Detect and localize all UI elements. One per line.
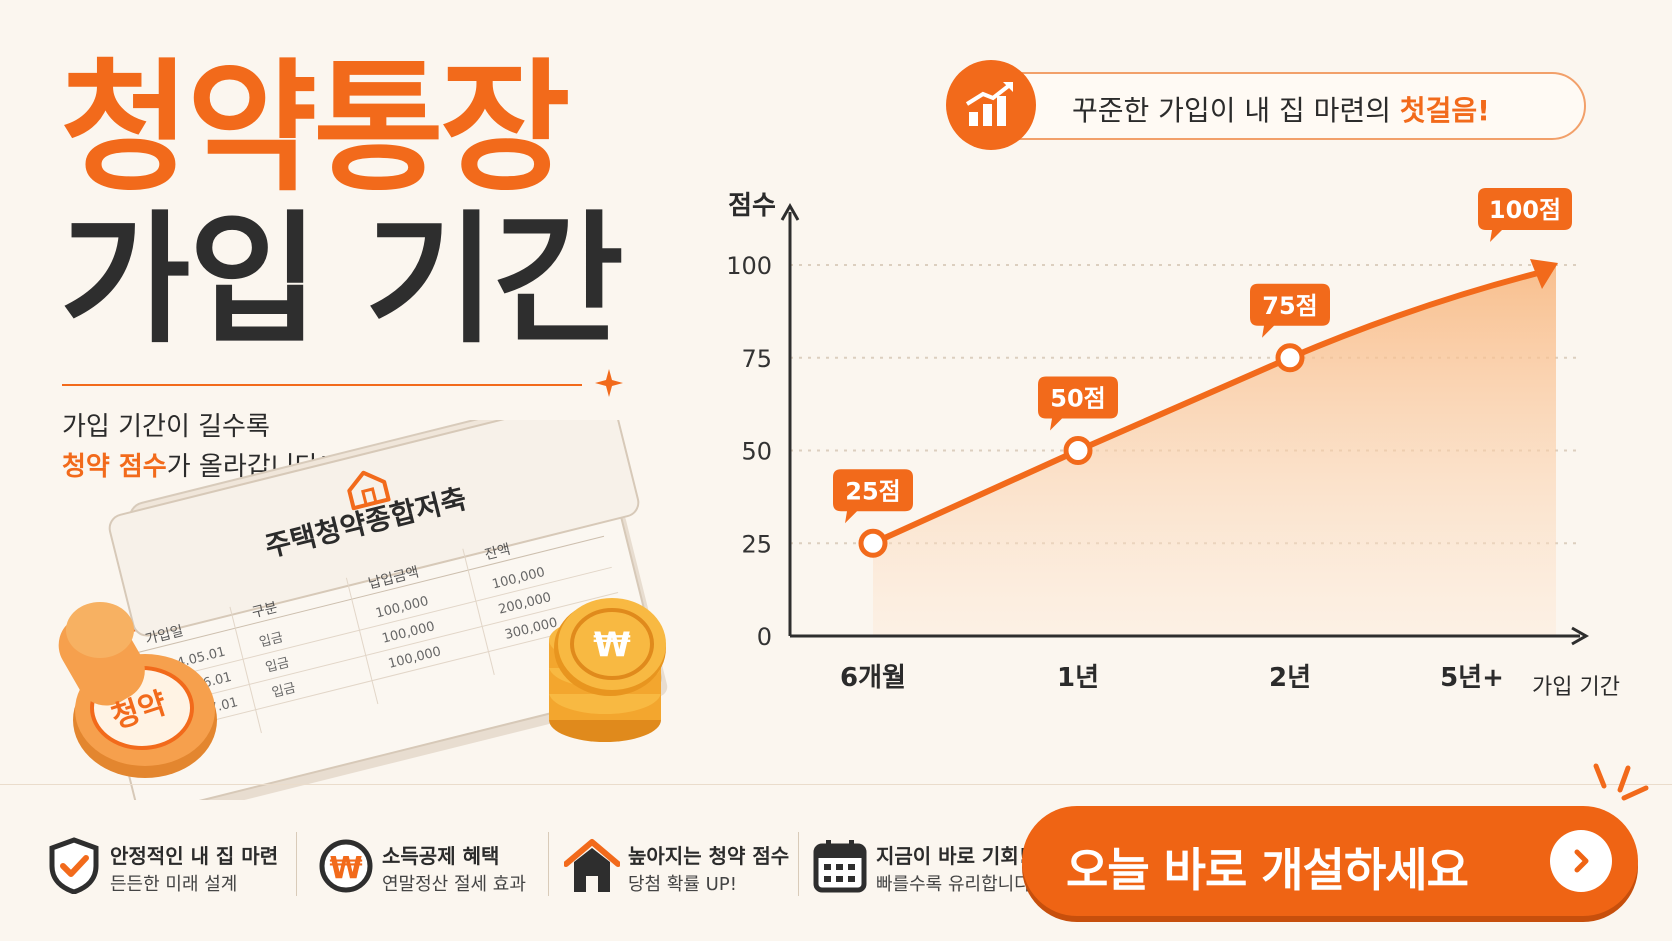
- x-tick-label: 6개월: [840, 663, 906, 693]
- growth-chart-icon: [946, 60, 1036, 150]
- feature-title: 지금이 바로 기회!: [876, 844, 1028, 868]
- data-label: 25점: [845, 477, 900, 505]
- data-label-bubble: [1478, 188, 1572, 242]
- coin-stack-icon: ₩: [549, 598, 666, 742]
- y-tick-label: 75: [741, 345, 772, 373]
- y-tick-label: 50: [741, 438, 772, 466]
- feature-sub: 빠를수록 유리합니다: [876, 874, 1031, 895]
- svg-text:₩: ₩: [593, 625, 631, 665]
- burst-lines-icon: [1593, 763, 1649, 801]
- data-point: [858, 528, 888, 558]
- stamp-icon: 청약: [58, 602, 217, 778]
- y-axis-arrow: [780, 202, 800, 221]
- passbook-header: 잔액: [483, 542, 512, 564]
- data-point: [1275, 343, 1305, 373]
- banner-text-highlight: 첫걸음!: [1399, 94, 1490, 127]
- feature-title: 높아지는 청약 점수: [628, 844, 790, 868]
- data-label-bubble: [1038, 376, 1118, 431]
- feature-rising-score: 높아지는 청약 점수 당첨 확률 UP!: [564, 834, 794, 898]
- feature-tax-benefit: ₩ 소득공제 혜택 연말정산 절세 효과: [318, 834, 548, 898]
- passbook-cell: 입금: [270, 681, 297, 701]
- headline-divider: [62, 384, 582, 386]
- shield-check-icon: [49, 837, 99, 894]
- data-point: [1063, 436, 1093, 465]
- banner-text: 꾸준한 가입이 내 집 마련의 첫걸음!: [1072, 89, 1490, 129]
- feature-stable-home: 안정적인 내 집 마련 든든한 미래 설계: [46, 834, 296, 898]
- feature-opportunity: 지금이 바로 기회! 빠를수록 유리합니다: [812, 834, 1031, 898]
- data-label: 75점: [1262, 292, 1317, 320]
- feature-separator: [798, 832, 799, 896]
- house-icon: [564, 839, 620, 892]
- x-axis-arrow: [1571, 626, 1590, 646]
- data-label: 50점: [1050, 385, 1105, 413]
- feature-sub: 든든한 미래 설계: [110, 874, 238, 895]
- x-tick-label: 2년: [1269, 663, 1311, 693]
- data-label-bubble: [1250, 283, 1330, 338]
- trend-arrowhead: [1530, 259, 1558, 289]
- banner-pill: [950, 72, 1586, 140]
- subtitle-line1: 가입 기간이 길수록: [62, 412, 270, 442]
- y-axis-label: 점수: [728, 191, 776, 221]
- passbook-cell: 입금: [264, 655, 291, 675]
- banner-text-main: 꾸준한 가입이 내 집 마련의: [1072, 94, 1400, 127]
- chart-area: [873, 265, 1556, 636]
- won-coin-icon: ₩: [319, 839, 373, 893]
- headline-line1: 청약통장: [60, 46, 571, 211]
- svg-text:₩: ₩: [329, 851, 362, 886]
- series-line: [870, 268, 1549, 547]
- open-account-label[interactable]: 오늘 바로 개설하세요: [1066, 843, 1469, 897]
- data-label: 100점: [1489, 196, 1561, 224]
- passbook-header: 구분: [250, 600, 279, 622]
- chevron-right-icon[interactable]: [1550, 830, 1612, 892]
- x-tick-label: 1년: [1057, 663, 1099, 693]
- feature-separator: [296, 832, 297, 896]
- headline-line2: 가입 기간: [60, 198, 624, 363]
- feature-sub: 당첨 확률 UP!: [628, 874, 737, 895]
- y-tick-label: 25: [741, 530, 772, 558]
- feature-title: 소득공제 혜택: [382, 844, 500, 868]
- x-tick-label: 5년+: [1440, 663, 1504, 693]
- subtitle-highlight: 청약 점수: [62, 452, 167, 482]
- open-account-button[interactable]: [1022, 806, 1638, 916]
- feature-separator: [548, 832, 549, 896]
- feature-title: 안정적인 내 집 마련: [110, 844, 279, 868]
- passbook-illustration: 주택청약종합저축 가입일구분납입금액잔액2024.05.01입금100,0001…: [58, 420, 668, 800]
- x-axis-label: 가입 기간: [1532, 675, 1620, 700]
- passbook-cell: 입금: [258, 630, 285, 650]
- calendar-icon: [813, 840, 867, 893]
- bottom-divider: [0, 784, 1672, 785]
- data-label-bubble: [833, 469, 913, 524]
- feature-sub: 연말정산 절세 효과: [382, 874, 526, 895]
- y-tick-label: 100: [726, 252, 772, 280]
- sparkle-icon: [595, 369, 623, 397]
- y-tick-label: 0: [757, 623, 772, 651]
